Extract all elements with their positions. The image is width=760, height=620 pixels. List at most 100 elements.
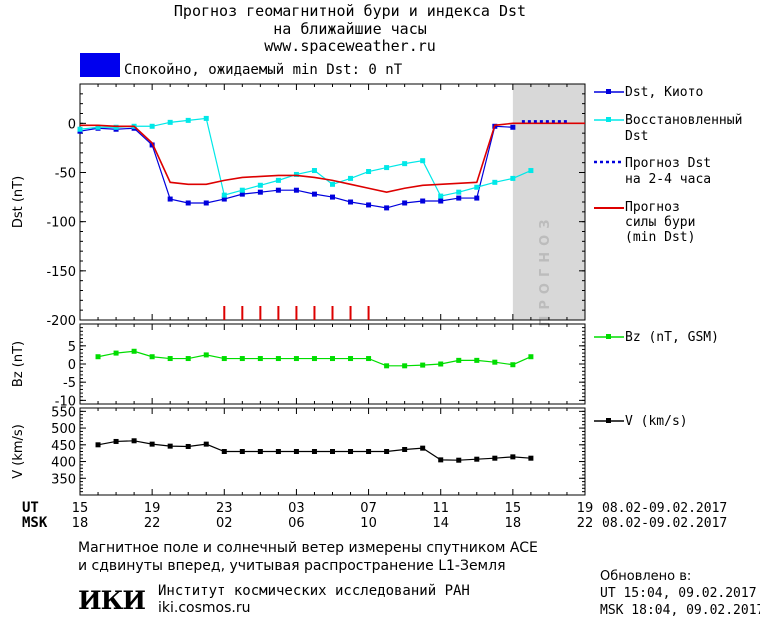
data-point bbox=[456, 357, 462, 363]
y-axis-label: V (km/s) bbox=[11, 424, 26, 479]
data-point bbox=[420, 362, 426, 368]
institute-url[interactable]: iki.cosmos.ru bbox=[158, 600, 251, 616]
data-point bbox=[474, 195, 480, 201]
data-point bbox=[348, 356, 354, 362]
data-point bbox=[77, 126, 83, 132]
data-point bbox=[330, 181, 335, 187]
data-point bbox=[438, 193, 444, 199]
legend-storm-1: Прогноз bbox=[625, 200, 680, 215]
ut-tick-label: 19 bbox=[144, 501, 161, 516]
y-tick-label: -100 bbox=[46, 216, 76, 231]
data-point bbox=[510, 175, 516, 181]
series-line bbox=[79, 117, 532, 197]
data-point bbox=[311, 191, 317, 197]
data-point bbox=[221, 356, 227, 362]
series-line bbox=[79, 125, 513, 209]
data-point bbox=[510, 454, 516, 460]
data-point bbox=[131, 348, 137, 354]
data-point bbox=[528, 354, 534, 360]
data-point bbox=[456, 195, 462, 201]
data-point bbox=[492, 179, 498, 185]
data-point bbox=[510, 362, 516, 368]
data-point bbox=[185, 200, 191, 206]
chart-subtitle: на ближайшие часы bbox=[273, 20, 427, 38]
data-point bbox=[293, 356, 299, 362]
institute-name: Институт космических исследований РАН bbox=[158, 583, 470, 599]
updated-ut: UT 15:04, 09.02.2017 bbox=[600, 586, 757, 601]
legend-forecast-1: Прогноз Dst bbox=[625, 156, 712, 171]
data-point bbox=[293, 171, 299, 177]
data-point bbox=[167, 443, 173, 449]
data-point bbox=[420, 158, 426, 164]
legend-dst-kyoto: Dst, Киото bbox=[625, 85, 704, 100]
data-point bbox=[149, 441, 155, 447]
y-tick-label: 5 bbox=[68, 340, 76, 355]
y-tick-label: 450 bbox=[51, 439, 76, 454]
data-point bbox=[293, 449, 299, 454]
data-point bbox=[311, 168, 317, 174]
data-point bbox=[239, 356, 245, 362]
data-point bbox=[311, 356, 317, 362]
legend-storm-3: (min Dst) bbox=[625, 230, 696, 245]
data-point bbox=[257, 182, 263, 188]
site-url[interactable]: www.spaceweather.ru bbox=[264, 37, 436, 55]
data-point bbox=[348, 175, 354, 181]
data-point bbox=[366, 449, 372, 454]
msk-tick-label: 14 bbox=[432, 516, 449, 530]
data-point bbox=[95, 442, 101, 448]
footer-note-2: и сдвинуты вперед, учитывая распростране… bbox=[78, 558, 506, 574]
status-text: Спокойно, ожидаемый min Dst: 0 nT bbox=[124, 62, 403, 78]
data-point bbox=[420, 445, 426, 451]
data-point bbox=[203, 200, 209, 206]
data-point bbox=[149, 354, 155, 360]
legend-storm-2: силы бури bbox=[625, 215, 696, 230]
msk-date-range: 08.02-09.02.2017 bbox=[602, 516, 728, 531]
data-point bbox=[330, 194, 335, 200]
data-point bbox=[167, 119, 173, 125]
y-tick-label: 500 bbox=[51, 422, 76, 437]
y-axis-label: Bz (nT) bbox=[11, 341, 26, 387]
msk-tick-label: 18 bbox=[505, 516, 522, 530]
legend-forecast-2: на 2-4 часа bbox=[625, 172, 712, 187]
data-point bbox=[348, 199, 354, 205]
data-point bbox=[311, 449, 317, 454]
ut-tick-label: 19 bbox=[577, 501, 594, 516]
footer-note-1: Магнитное поле и солнечный ветер измерен… bbox=[78, 540, 538, 556]
ut-axis-label: UT bbox=[22, 500, 39, 516]
data-point bbox=[185, 117, 191, 123]
ut-tick-label: 07 bbox=[360, 501, 377, 516]
data-point bbox=[131, 438, 137, 444]
data-point bbox=[221, 449, 227, 454]
legend-restored-1: Восстановленный bbox=[625, 113, 743, 128]
data-point bbox=[275, 187, 281, 193]
data-point bbox=[257, 189, 263, 195]
data-point bbox=[275, 449, 281, 454]
data-point bbox=[438, 198, 444, 204]
data-point bbox=[402, 363, 408, 369]
data-point bbox=[438, 457, 444, 463]
data-point bbox=[384, 449, 390, 454]
data-point bbox=[384, 205, 390, 211]
msk-tick-label: 22 bbox=[577, 516, 594, 530]
data-point bbox=[492, 359, 498, 365]
data-point bbox=[366, 169, 372, 175]
data-point bbox=[275, 177, 281, 183]
data-point bbox=[330, 449, 335, 454]
ut-tick-label: 23 bbox=[216, 501, 233, 516]
data-point bbox=[456, 189, 462, 195]
legend-v: V (km/s) bbox=[625, 414, 688, 429]
y-tick-label: -5 bbox=[63, 376, 76, 391]
data-point bbox=[185, 356, 191, 362]
forecast-shade-label: ПРОГНОЗ bbox=[538, 214, 553, 327]
data-point bbox=[275, 356, 281, 362]
data-point bbox=[528, 455, 534, 461]
y-tick-label: -200 bbox=[46, 314, 76, 329]
data-point bbox=[402, 200, 408, 206]
y-tick-label: 350 bbox=[51, 472, 76, 487]
status-color-indicator bbox=[80, 53, 120, 77]
data-point bbox=[167, 356, 173, 362]
updated-msk: MSK 18:04, 09.02.2017 bbox=[600, 603, 760, 618]
dst-forecast-chart: ПРОГНОЗ 0 -50 -100 -150 -200 Dst (nT) 5 0 -5 -10 B… bbox=[11, 83, 594, 530]
data-point bbox=[384, 165, 390, 171]
ut-tick-label: 11 bbox=[432, 501, 449, 516]
